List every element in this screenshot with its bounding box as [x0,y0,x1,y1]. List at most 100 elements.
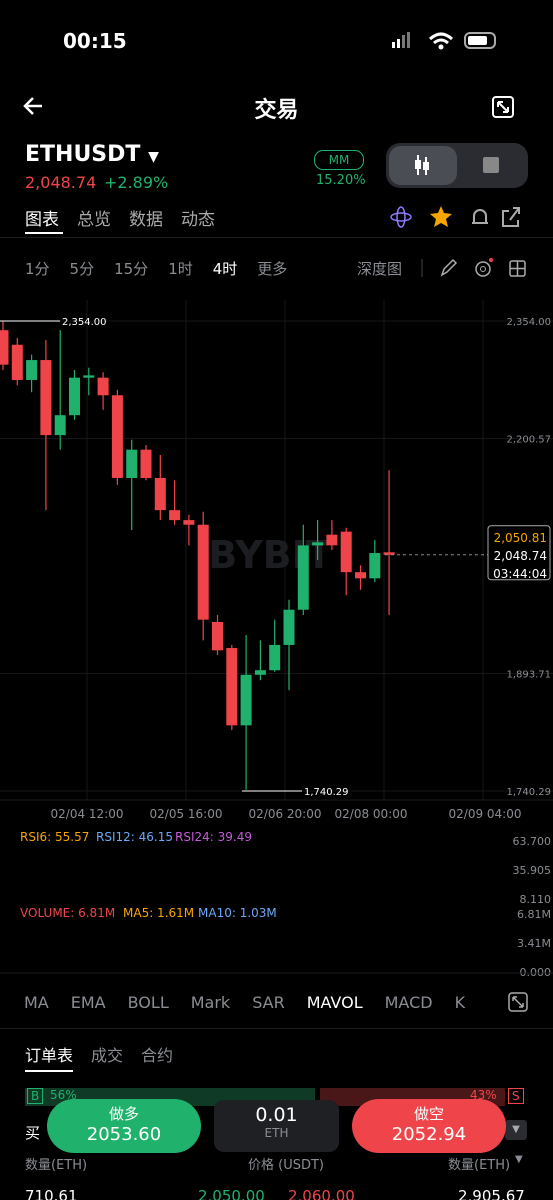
depth[interactable]: 深度图 [357,260,403,278]
tab[interactable]: EMA [70,993,106,1012]
chart-tools [421,258,526,277]
long-label: 做多 [108,1105,139,1123]
y-tick-label: 1,740.29 [506,787,551,798]
sell-pct: 43% [470,1088,497,1102]
candle-body [97,377,109,396]
candle-body [83,375,95,378]
rsi-axis: 8.110 [520,893,552,906]
long-price: 2053.60 [86,1124,162,1145]
candle-body [226,648,238,726]
qty-unit: ETH [264,1126,289,1140]
indicator-tabs: MA EMA BOLL Mark SAR MAVOL MACD K [24,993,487,1012]
tab[interactable]: 4时 [212,260,238,278]
tab[interactable]: 总览 [77,210,111,230]
tab-underline [25,232,63,234]
tab[interactable]: K [454,993,466,1012]
x-tick-label: 02/09 04:00 [449,807,522,821]
rsi-axis: 35.905 [513,864,552,877]
tab[interactable]: Mark [190,993,231,1012]
indicator-settings[interactable] [508,992,528,1012]
short-price: 2052.94 [391,1124,467,1145]
col-header: 数量(ETH) [25,1158,88,1173]
candle-body [183,520,195,525]
chart: BYBIT 2,354.00 2,200.57 1,893.71 1,740.29 2,3… [0,300,553,979]
tab[interactable]: 数据 [129,210,163,230]
symbol-text: ETHUSDT [25,142,141,167]
tab[interactable]: SAR [252,993,285,1012]
qty-box[interactable]: 0.01 ETH [214,1100,339,1152]
price: 2,048.74 [25,173,97,192]
candle-body [340,531,352,573]
long-button[interactable]: 做多 2053.60 [47,1099,201,1153]
y-tick-label: 2,354.00 [506,317,551,328]
tab[interactable]: 动态 [181,210,215,230]
qty: 0.01 [255,1104,298,1126]
tab[interactable]: MACD [384,993,433,1012]
order-tabs: 订单表 成交 合约 [25,1042,191,1066]
candle-body [111,395,123,478]
expand[interactable] [491,95,515,119]
low-label: 1,740.29 [304,787,349,798]
price-tag: 03:44:04 [493,567,547,581]
candle-body [312,542,324,546]
candle-body [126,449,138,478]
tab[interactable]: 15分 [114,260,149,278]
tab[interactable]: MAVOL [306,993,363,1012]
price-tag: 2,048.74 [494,549,547,563]
price-tag: 2,050.81 [494,531,547,545]
rsi-label: RSI24: 39.49 [175,830,252,844]
candle-body [11,344,23,380]
tab[interactable]: 5分 [69,260,95,278]
vol-axis: 3.41M [517,937,551,950]
mm-badge: MM [314,150,364,170]
view-toggle[interactable] [386,143,528,188]
tab[interactable]: 1时 [168,260,193,278]
buy-pct: 56% [50,1088,77,1102]
y-tick-label: 1,893.71 [506,670,551,681]
candle-body [254,670,266,675]
tab[interactable]: BOLL [127,993,169,1012]
candle-body [197,524,209,620]
tab[interactable]: 订单表 [25,1046,74,1065]
candle-body [169,510,181,521]
candle-body [154,477,166,511]
col-header: 数量(ETH) [448,1158,511,1173]
candle-body [355,572,366,579]
rsi-label: RSI12: 46.15 [96,830,173,844]
x-tick-label: 02/06 20:00 [249,807,322,821]
candle-body [283,609,295,645]
tab[interactable]: 1分 [25,260,50,278]
tab[interactable]: 更多 [257,260,288,278]
sell-flag: S [508,1088,524,1104]
qty-buy: 710.61 [25,1187,78,1200]
candle-body [40,360,52,436]
status-icons [392,32,496,50]
tab[interactable]: 合约 [141,1046,174,1065]
ask: 2,060.00 [288,1187,355,1200]
buy-side: 买 [25,1124,41,1142]
tab[interactable]: 成交 [91,1046,124,1065]
rsi-axis: 63.700 [513,835,552,848]
x-tick-label: 02/08 00:00 [335,807,408,821]
candle-body [212,621,223,651]
candle-body [326,534,338,546]
price-tag-box [487,525,551,581]
time: 00:15 [63,29,127,53]
short-button[interactable]: 做空 2052.94 [352,1099,506,1153]
x-tick-label: 02/04 12:00 [51,807,124,821]
tab[interactable]: 图表 [25,210,59,230]
symbol[interactable]: ETHUSDT ▼ [25,142,159,167]
candle-body [26,360,38,380]
tab[interactable]: MA [24,993,49,1012]
col-header: 价格 (USDT) [248,1158,324,1173]
watermark: BYBIT [208,533,332,577]
tool-icons [390,206,520,228]
tabs: 图表 总览 数据 动态 [25,205,233,230]
intervals: 1分 5分 15分 1时 4时 更多 [25,258,307,279]
vol-label: MA10: 1.03M [198,906,277,920]
candle-body [240,674,252,726]
change: +2.89% [104,173,169,192]
back[interactable] [22,94,46,118]
qty-sell: 2,905.67 [458,1187,525,1200]
